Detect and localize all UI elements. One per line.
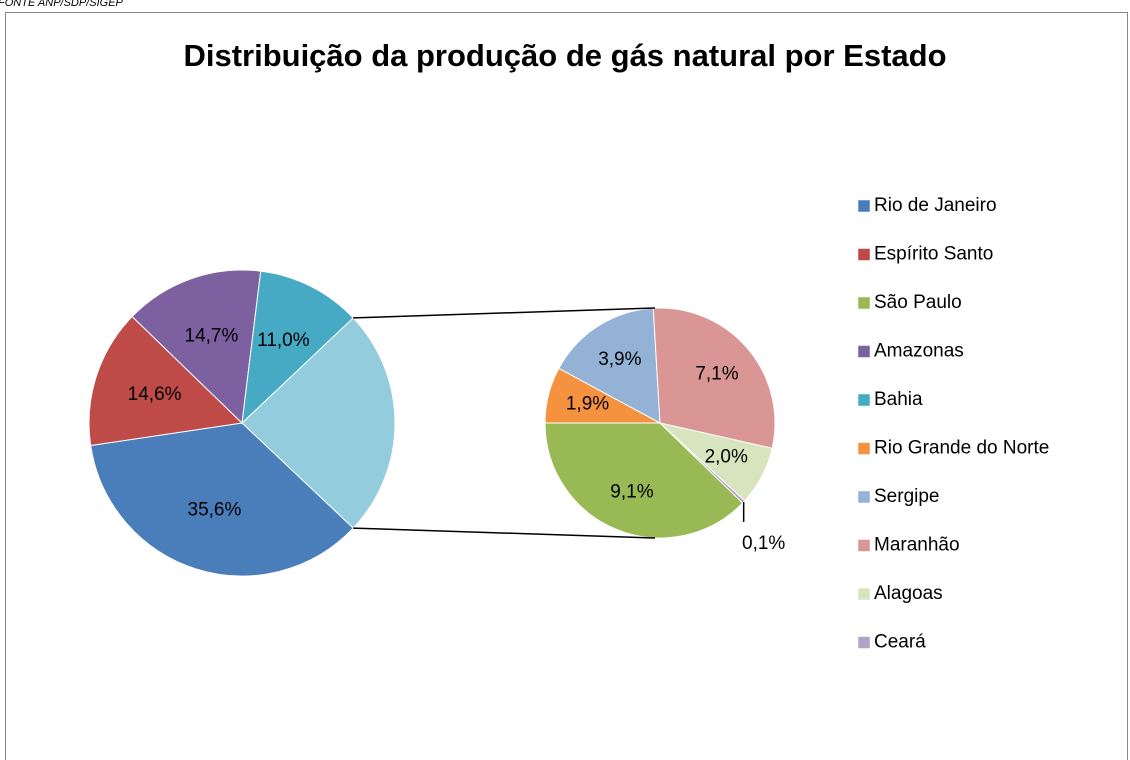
- legend-swatch: [857, 587, 871, 601]
- legend-swatch: [857, 490, 871, 504]
- legend-label: Maranhão: [874, 535, 960, 556]
- legend-label: Espírito Santo: [874, 244, 993, 265]
- legend-swatch: [857, 296, 871, 310]
- data-label: 35,6%: [188, 500, 242, 521]
- legend-swatch: [857, 442, 871, 455]
- legend-swatch: [857, 248, 871, 261]
- data-label: 3,9%: [598, 349, 641, 370]
- legend-label: Amazonas: [874, 341, 964, 362]
- legend-swatch: [857, 636, 871, 649]
- legend-swatch: [857, 199, 871, 213]
- chart-title: Distribuição da produção de gás natural …: [183, 38, 946, 73]
- legend-label: Alagoas: [874, 583, 943, 604]
- data-label: 11,0%: [257, 330, 310, 351]
- legend-label: São Paulo: [874, 292, 962, 313]
- pie-slice: [544, 422, 744, 539]
- pie-slice: [131, 269, 262, 425]
- legend-label: Ceará: [874, 632, 926, 653]
- data-label: 9,1%: [610, 481, 653, 502]
- legend-label: Bahia: [874, 389, 923, 410]
- legend-label: Rio de Janeiro: [874, 195, 997, 216]
- pie-slice: [241, 270, 354, 425]
- data-label: 0,1%: [742, 533, 785, 554]
- legend-label: Rio Grande do Norte: [874, 438, 1049, 459]
- pie-slice-other: [241, 317, 396, 529]
- legend-swatch: [857, 345, 871, 358]
- legend-label: Sergipe: [874, 486, 940, 507]
- data-label: 14,6%: [128, 384, 182, 405]
- source-note: FONTE ANP/SDP/SIGEP: [0, 0, 124, 9]
- legend-swatch: [857, 393, 871, 407]
- data-label: 14,7%: [185, 325, 239, 346]
- pie-slice: [90, 422, 354, 577]
- legend-swatch: [857, 539, 871, 552]
- connector-line: [353, 527, 656, 539]
- connector-line: [353, 307, 656, 319]
- pie-slice: [88, 315, 244, 447]
- data-label: 7,1%: [695, 364, 738, 385]
- chart-border: [5, 12, 1128, 760]
- pie-slice: [652, 307, 776, 449]
- data-label: 1,9%: [566, 394, 609, 415]
- data-label: 2,0%: [705, 447, 748, 468]
